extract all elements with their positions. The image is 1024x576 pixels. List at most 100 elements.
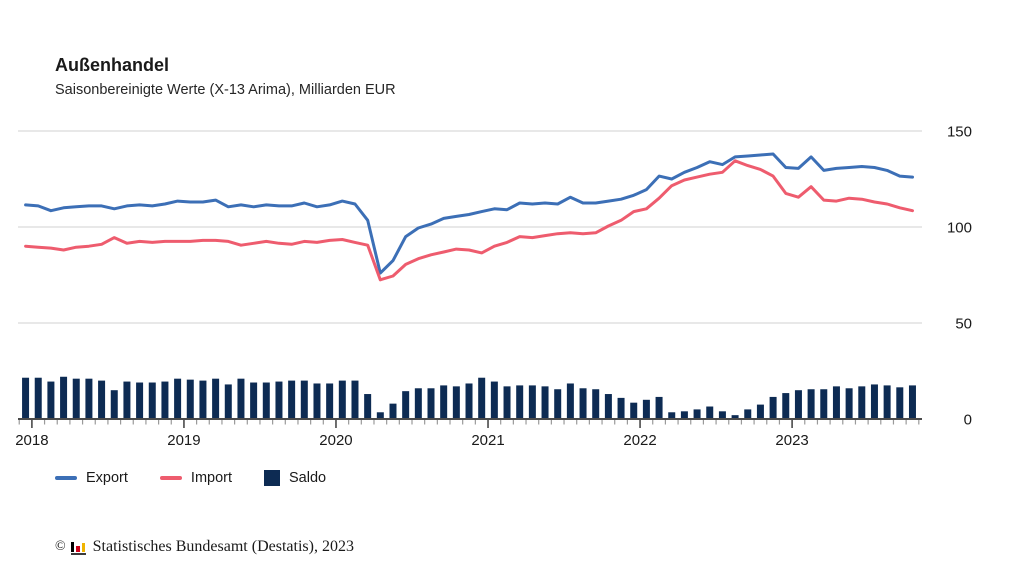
- saldo-bar: [110, 390, 118, 419]
- saldo-bar: [617, 397, 625, 419]
- chart-subtitle: Saisonbereinigte Werte (X-13 Arima), Mil…: [55, 82, 396, 98]
- saldo-bar: [769, 396, 777, 419]
- saldo-bar: [351, 380, 359, 419]
- saldo-bar: [465, 383, 473, 419]
- legend-item-export: Export: [55, 470, 128, 486]
- saldo-bar: [642, 399, 650, 419]
- saldo-bar: [630, 402, 638, 419]
- saldo-bar: [592, 389, 600, 419]
- saldo-bar: [199, 380, 207, 419]
- saldo-bar: [478, 377, 486, 419]
- saldo-bar: [161, 381, 169, 419]
- saldo-bar: [338, 380, 346, 419]
- saldo-bar: [452, 386, 460, 419]
- saldo-bar: [541, 386, 549, 419]
- x-axis-label: 2022: [623, 432, 656, 449]
- saldo-bar: [250, 382, 258, 419]
- saldo-bar: [313, 383, 321, 419]
- saldo-bar: [212, 378, 220, 419]
- saldo-bar: [136, 382, 144, 419]
- saldo-bar: [706, 406, 714, 419]
- y-axis-label: 0: [964, 412, 972, 429]
- saldo-bar: [756, 404, 764, 419]
- saldo-bar: [490, 381, 498, 419]
- saldo-bar: [516, 385, 524, 419]
- x-axis-label: 2023: [775, 432, 808, 449]
- destatis-logo-icon: [70, 539, 88, 555]
- saldo-bar: [237, 378, 245, 419]
- saldo-bar: [389, 403, 397, 419]
- source-text: Statistisches Bundesamt (Destatis), 2023: [92, 538, 354, 555]
- saldo-bar: [566, 383, 574, 419]
- saldo-bar: [123, 381, 131, 419]
- saldo-bar: [98, 380, 106, 419]
- saldo-bar: [528, 385, 536, 419]
- saldo-bar: [655, 396, 663, 419]
- export-line: [24, 152, 914, 275]
- chart-title: Außenhandel: [55, 55, 170, 75]
- saldo-bar: [782, 393, 790, 419]
- saldo-bar: [908, 385, 916, 419]
- saldo-bar: [186, 379, 194, 419]
- export-line-swatch: [55, 476, 77, 480]
- saldo-bar: [858, 386, 866, 419]
- y-axis-label: 50: [955, 316, 972, 333]
- saldo-bar: [300, 380, 308, 419]
- x-axis-label: 2018: [15, 432, 48, 449]
- saldo-bar: [224, 384, 232, 419]
- copyright-symbol: ©: [55, 539, 66, 554]
- saldo-bar: [288, 380, 296, 419]
- saldo-bar: [604, 394, 612, 419]
- saldo-bar: [744, 409, 752, 419]
- saldo-bar: [680, 411, 688, 419]
- saldo-bar: [579, 388, 587, 419]
- saldo-bar: [22, 377, 30, 419]
- saldo-bar: [731, 415, 739, 419]
- saldo-bar: [34, 377, 42, 419]
- x-axis-label: 2021: [471, 432, 504, 449]
- saldo-bar: [668, 412, 676, 419]
- legend-label-export: Export: [86, 470, 128, 486]
- saldo-bar: [275, 381, 283, 419]
- saldo-bar: [440, 385, 448, 419]
- saldo-bar: [807, 389, 815, 419]
- y-axis-label: 150: [947, 124, 972, 141]
- saldo-bar-swatch: [264, 470, 281, 486]
- saldo-bar: [376, 412, 384, 419]
- legend-item-import: Import: [159, 470, 233, 486]
- saldo-bar: [832, 386, 840, 419]
- saldo-bar: [72, 378, 80, 419]
- saldo-bar: [870, 384, 878, 419]
- saldo-bar: [845, 388, 853, 419]
- y-axis-label: 100: [947, 220, 972, 237]
- saldo-bar: [820, 389, 828, 419]
- x-axis-label: 2019: [167, 432, 200, 449]
- import-line: [24, 159, 914, 282]
- saldo-bar: [427, 388, 435, 419]
- saldo-bar: [883, 385, 891, 419]
- source-attribution: © Statistisches Bundesamt (Destatis), 20…: [55, 538, 354, 555]
- legend-label-import: Import: [190, 470, 233, 486]
- saldo-bar: [896, 387, 904, 419]
- legend: Export Import Saldo: [55, 470, 326, 486]
- saldo-bar: [554, 389, 562, 419]
- saldo-bar: [47, 381, 55, 419]
- saldo-bar: [85, 378, 93, 419]
- legend-label-saldo: Saldo: [289, 470, 327, 486]
- saldo-bar: [326, 383, 334, 419]
- saldo-bar: [364, 394, 372, 419]
- saldo-bar: [503, 386, 511, 419]
- saldo-bar: [794, 390, 802, 419]
- saldo-bar: [414, 388, 422, 419]
- x-axis-label: 2020: [319, 432, 352, 449]
- saldo-bar: [174, 378, 182, 419]
- legend-item-saldo: Saldo: [264, 470, 326, 486]
- saldo-bar: [60, 376, 68, 419]
- saldo-bar: [718, 411, 726, 419]
- saldo-bar: [693, 409, 701, 419]
- saldo-bar: [148, 382, 156, 419]
- import-line-swatch: [159, 476, 182, 480]
- saldo-bar: [402, 391, 410, 419]
